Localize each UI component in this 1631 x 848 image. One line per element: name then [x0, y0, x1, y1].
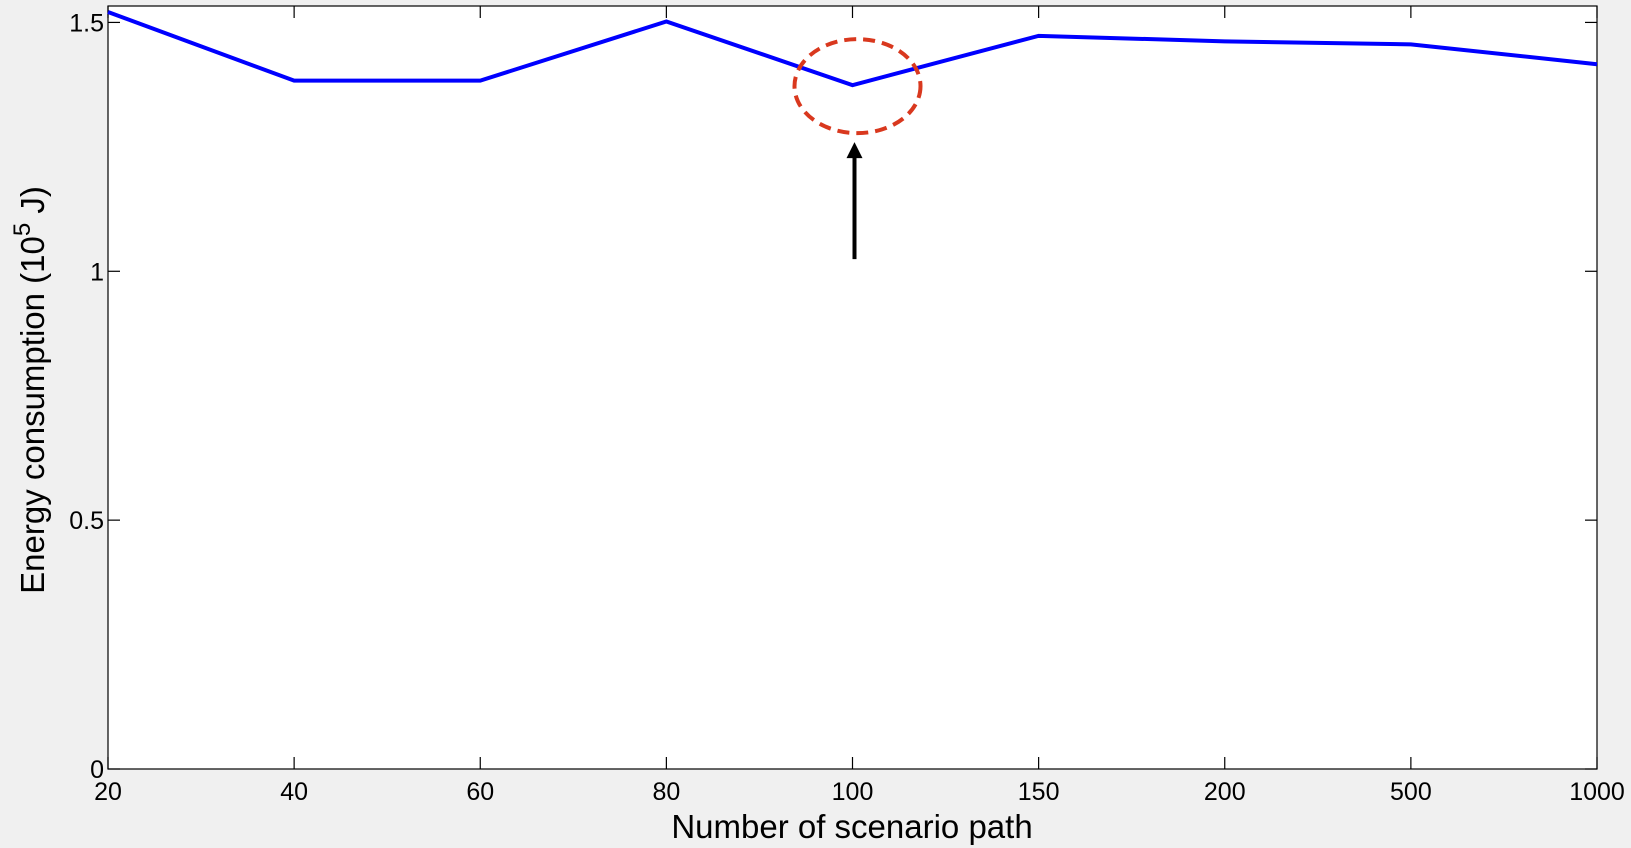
plot-area: [107, 5, 1598, 770]
x-tick-label: 40: [280, 778, 308, 806]
y-axis-label-text: Energy consumption (10: [14, 236, 51, 594]
x-axis-label: Number of scenario path: [671, 808, 1032, 845]
y-axis-label-superscript: 5: [9, 223, 36, 236]
y-tick-label: 1.5: [69, 9, 104, 37]
x-tick-label: 500: [1390, 778, 1432, 806]
x-tick-label: 80: [652, 778, 680, 806]
y-axis-label-text: J): [14, 186, 51, 223]
y-tick-label: 1: [90, 258, 104, 286]
highlight-ellipse: [792, 37, 923, 136]
y-tick-label: 0.5: [69, 507, 104, 535]
x-tick-label: 100: [832, 778, 874, 806]
x-tick-label: 200: [1204, 778, 1246, 806]
x-tick-label: 1000: [1569, 778, 1625, 806]
y-tick-label: 0: [90, 756, 104, 784]
arrow-head: [846, 142, 863, 159]
x-tick-label: 20: [94, 778, 122, 806]
x-tick-label: 60: [466, 778, 494, 806]
y-axis-label: Energy consumption (105 J): [9, 186, 51, 594]
data-line: [107, 10, 1598, 88]
x-tick-label: 150: [1018, 778, 1060, 806]
